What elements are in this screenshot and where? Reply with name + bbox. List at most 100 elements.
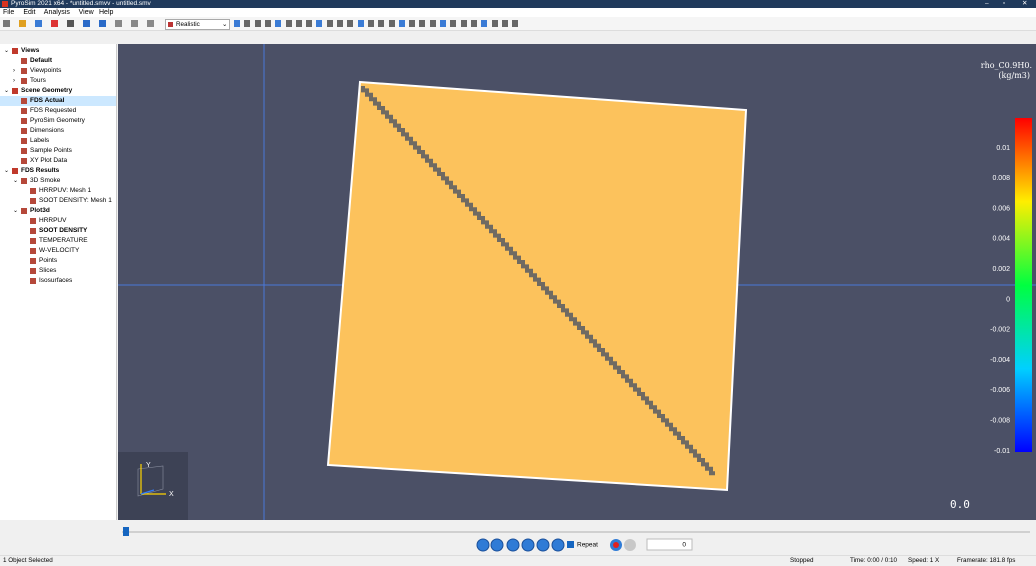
toolbar-button[interactable] [234, 20, 240, 27]
tree-item[interactable]: ⌄ Plot3d [0, 206, 116, 216]
tree-icon [30, 198, 36, 204]
toolbar-button[interactable] [131, 20, 138, 27]
tree-item[interactable]: ⌄ 3D Smoke [0, 176, 116, 186]
tree-icon [21, 178, 27, 184]
playback-button[interactable] [490, 538, 504, 552]
toolbar-button[interactable] [244, 20, 251, 27]
toolbar-button[interactable] [398, 20, 405, 27]
toolbar-button[interactable] [378, 20, 385, 27]
tree-item[interactable]: HRRPUV [0, 216, 116, 226]
tree-item[interactable]: ⌄ FDS Results [0, 166, 116, 176]
tree-label: Tours [30, 77, 46, 84]
expand-toggle[interactable]: › [13, 78, 15, 84]
menu-item[interactable]: File [3, 9, 15, 16]
toolbar-button[interactable] [295, 20, 302, 27]
tree-item[interactable]: Points [0, 256, 116, 266]
tree-icon [21, 128, 27, 134]
expand-toggle[interactable]: ⌄ [4, 88, 10, 94]
tree-item[interactable]: W-VELOCITY [0, 246, 116, 256]
toolbar-button[interactable] [450, 20, 457, 27]
toolbar-button[interactable] [512, 20, 519, 27]
toolbar-button[interactable] [254, 20, 261, 27]
toolbar-button[interactable] [115, 20, 122, 27]
toolbar-button[interactable] [316, 20, 323, 27]
tree-icon [30, 248, 36, 254]
playback-button[interactable] [536, 538, 550, 552]
toolbar-button[interactable] [419, 20, 426, 27]
tree-item[interactable]: Slices [0, 266, 116, 276]
playback-button[interactable] [506, 538, 520, 552]
expand-toggle[interactable]: ⌄ [4, 48, 10, 54]
toolbar-button[interactable] [19, 20, 26, 27]
menu-item[interactable]: Analysis [43, 9, 70, 16]
toolbar-button[interactable] [326, 20, 333, 27]
tree-item[interactable]: ⌄ Scene Geometry [0, 86, 116, 96]
tree-item[interactable]: SOOT DENSITY [0, 226, 116, 236]
toolbar-button[interactable] [306, 20, 313, 27]
tree-item[interactable]: XY Plot Data [0, 156, 116, 166]
close[interactable]: ✕ [1022, 0, 1028, 7]
toolbar-button[interactable] [481, 20, 488, 27]
toolbar-button[interactable] [347, 20, 354, 27]
frame-input[interactable] [646, 538, 693, 551]
toolbar-button[interactable] [147, 20, 154, 27]
tree-item[interactable]: HRRPUV: Mesh 1 [0, 186, 116, 196]
playback-button[interactable] [476, 538, 490, 552]
tree-icon [21, 208, 27, 214]
menu-bar: File Edit Analysis View Help [0, 8, 1036, 17]
tree-item[interactable]: Dimensions [0, 126, 116, 136]
tree-item[interactable]: › Viewpoints [0, 66, 116, 76]
toolbar-button[interactable] [83, 20, 90, 27]
tree-item[interactable]: Labels [0, 136, 116, 146]
expand-toggle[interactable]: ⌄ [4, 168, 10, 174]
tree-item[interactable]: FDS Requested [0, 106, 116, 116]
toolbar-button[interactable] [367, 20, 374, 27]
restore[interactable]: ▫ [1003, 0, 1006, 7]
playback-button[interactable] [551, 538, 565, 552]
toolbar-button[interactable] [67, 20, 74, 27]
toolbar-button[interactable] [491, 20, 498, 27]
axis-widget [118, 452, 188, 520]
tree-icon [30, 188, 36, 194]
repeat-checkbox[interactable] [567, 541, 574, 548]
toolbar-button[interactable] [3, 20, 10, 27]
toolbar-button[interactable] [470, 20, 477, 27]
toolbar-button[interactable] [35, 20, 42, 27]
playback-button[interactable] [521, 538, 535, 552]
toolbar-button[interactable] [460, 20, 467, 27]
render-mode-dropdown[interactable]: Realistic ⌄ [165, 19, 230, 30]
tree-icon [12, 48, 18, 54]
toolbar-button[interactable] [337, 20, 343, 27]
toolbar-button[interactable] [409, 20, 416, 27]
toolbar-button[interactable] [440, 20, 446, 27]
toolbar-button[interactable] [51, 20, 58, 27]
toolbar-button[interactable] [388, 20, 395, 27]
toolbar-button[interactable] [99, 20, 106, 27]
stop-record-button[interactable] [624, 539, 636, 551]
toolbar-button[interactable] [264, 20, 271, 27]
menu-item[interactable]: Edit [23, 9, 36, 16]
tree-item[interactable]: Isosurfaces [0, 276, 116, 286]
toolbar-button[interactable] [285, 20, 292, 27]
tree-item[interactable]: ⌄ Views [0, 46, 116, 56]
expand-toggle[interactable]: › [13, 68, 15, 74]
toolbar-button[interactable] [429, 20, 436, 27]
time-slider-thumb[interactable] [123, 527, 129, 536]
tree-item[interactable]: Default [0, 56, 116, 66]
menu-item[interactable]: View [78, 9, 94, 16]
toolbar-button[interactable] [357, 20, 364, 27]
toolbar-button[interactable] [275, 20, 282, 27]
expand-toggle[interactable]: ⌄ [13, 178, 19, 184]
obstruction-diagonal[interactable] [361, 86, 715, 476]
menu-item[interactable]: Help [99, 9, 114, 16]
tree-label: Plot3d [30, 207, 50, 214]
expand-toggle[interactable]: ⌄ [13, 208, 19, 214]
tree-item[interactable]: PyroSim Geometry [0, 116, 116, 126]
tree-item[interactable]: FDS Actual [0, 96, 116, 106]
toolbar-button[interactable] [501, 20, 508, 27]
tree-item[interactable]: TEMPERATURE [0, 236, 116, 246]
tree-item[interactable]: SOOT DENSITY: Mesh 1 [0, 196, 116, 206]
tree-item[interactable]: Sample Points [0, 146, 116, 156]
tree-item[interactable]: › Tours [0, 76, 116, 86]
minimize[interactable]: – [985, 0, 989, 7]
